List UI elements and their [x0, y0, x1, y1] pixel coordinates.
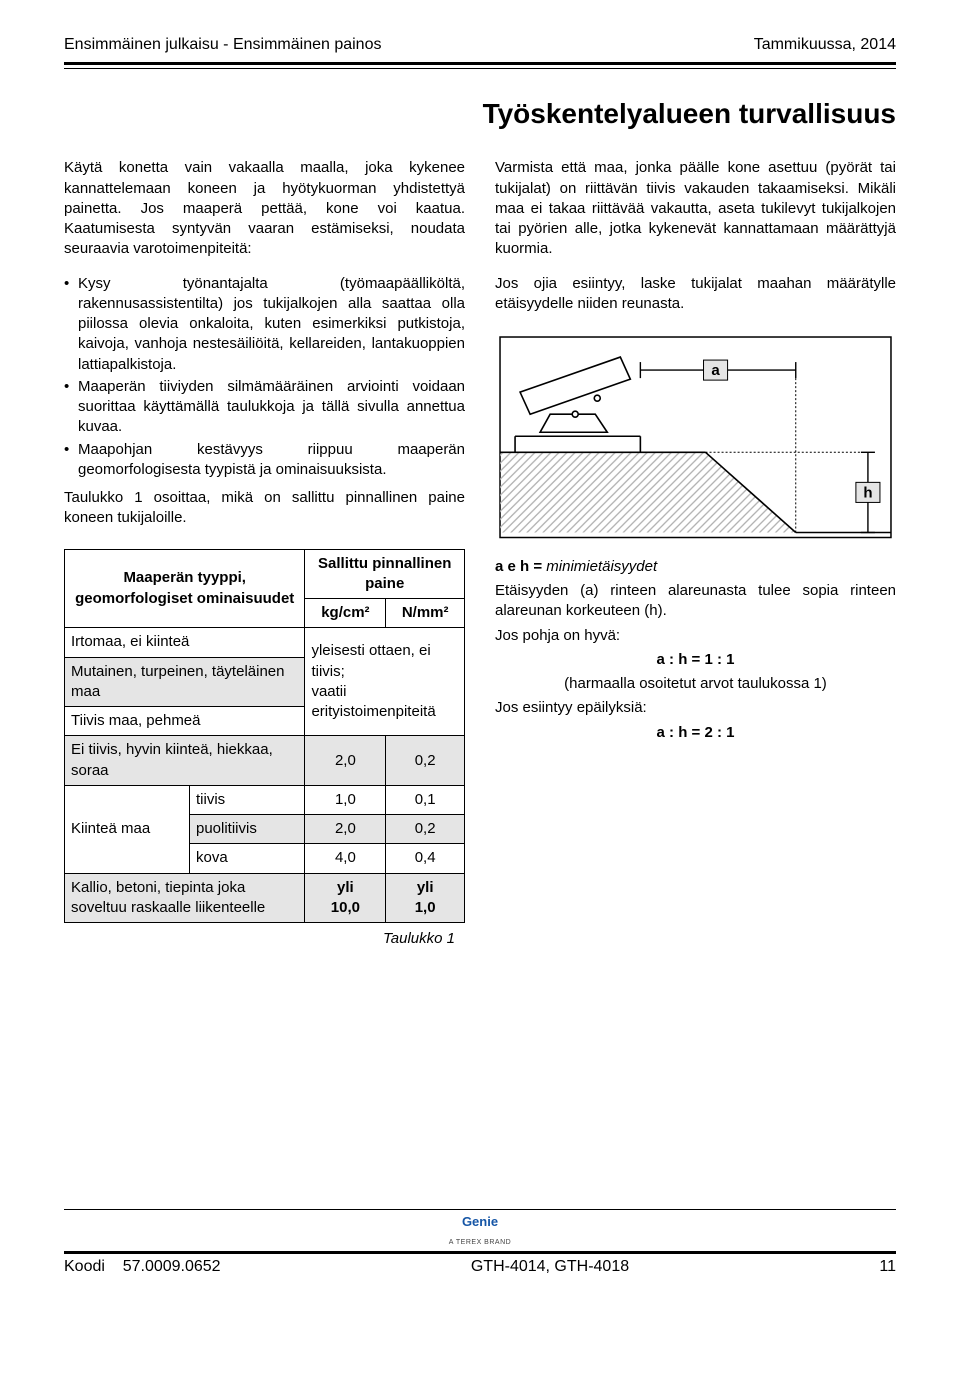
footer-page-number: 11: [879, 1256, 896, 1278]
list-item: Maapohjan kestävyys riippuu maaperän geo…: [64, 440, 465, 481]
brand-name: Genie: [462, 1214, 498, 1229]
header-left: Ensimmäinen julkaisu - Ensimmäinen paino…: [64, 34, 381, 56]
page-root: Ensimmäinen julkaisu - Ensimmäinen paino…: [0, 0, 960, 1302]
table-val: 2,0: [305, 736, 386, 786]
footer-rule-1: [64, 1209, 896, 1210]
fig-caption-bold: a e h =: [495, 558, 546, 575]
table-row: Kallio, betoni, tiepinta joka soveltuu r…: [65, 873, 305, 923]
svg-text:a: a: [711, 362, 720, 379]
right-p3: Etäisyyden (a) rinteen alareunasta tulee…: [495, 581, 896, 622]
table-caption: Taulukko 1: [64, 929, 465, 949]
page-title: Työskentelyalueen turvallisuus: [64, 95, 896, 133]
distance-diagram-icon: a h: [495, 332, 896, 543]
table-row: Ei tiivis, hyvin kiinteä, hiekkaa, soraa: [65, 736, 305, 786]
bullet-list: Kysy työnantajalta (työmaapäälliköltä, r…: [64, 274, 465, 481]
header-right: Tammikuussa, 2014: [754, 34, 896, 56]
svg-text:h: h: [863, 485, 872, 502]
list-item: Kysy työnantajalta (työmaapäälliköltä, r…: [64, 274, 465, 375]
table-header-pressure: Sallittu pinnallinen paine: [305, 549, 465, 599]
right-p1: Varmista että maa, jonka päälle kone ase…: [495, 158, 896, 259]
table-row: Irtomaa, ei kiinteä: [65, 628, 305, 657]
right-p4: Jos pohja on hyvä:: [495, 626, 896, 646]
ratio-2: a : h = 2 : 1: [495, 723, 896, 743]
table-row-label: Kiinteä maa: [65, 785, 190, 873]
intro-paragraph: Käytä konetta vain vakaalla maalla, joka…: [64, 158, 465, 259]
table-val: yli 1,0: [386, 873, 465, 923]
figure: a h: [495, 332, 896, 549]
fig-caption-italic: minimietäisyydet: [546, 558, 657, 575]
page-header: Ensimmäinen julkaisu - Ensimmäinen paino…: [64, 34, 896, 56]
footer-rule-2: [64, 1251, 896, 1254]
table-subrow: kova: [189, 844, 304, 873]
table-span-value: yleisesti ottaen, ei tiivis; vaatii erit…: [305, 628, 465, 736]
footer-center: GTH-4014, GTH-4018: [471, 1256, 629, 1278]
table-val: yli 10,0: [305, 873, 386, 923]
right-column: Varmista että maa, jonka päälle kone ase…: [495, 158, 896, 949]
table-val: 2,0: [305, 815, 386, 844]
header-rule-thin: [64, 68, 896, 69]
table-row: Tiivis maa, pehmeä: [65, 707, 305, 736]
table-subrow: puolitiivis: [189, 815, 304, 844]
table-val: 0,2: [386, 815, 465, 844]
brand-sub: A TEREX BRAND: [449, 1239, 511, 1246]
footer-left-val: 57.0009.0652: [123, 1258, 221, 1275]
list-item: Maaperän tiiviyden silmämääräinen arvioi…: [64, 377, 465, 438]
right-p5: Jos esiintyy epäilyksiä:: [495, 698, 896, 718]
table-val: 0,1: [386, 785, 465, 814]
header-rule-thick: [64, 62, 896, 65]
table-subrow: tiivis: [189, 785, 304, 814]
left-column: Käytä konetta vain vakaalla maalla, joka…: [64, 158, 465, 949]
content-columns: Käytä konetta vain vakaalla maalla, joka…: [64, 158, 896, 949]
brand-logo: Genie A TEREX BRAND: [64, 1213, 896, 1248]
figure-caption: a e h = minimietäisyydet: [495, 557, 896, 577]
table-val: 1,0: [305, 785, 386, 814]
unit-nmm2: N/mm²: [386, 599, 465, 628]
table-row: Mutainen, turpeinen, täyteläinen maa: [65, 657, 305, 707]
right-p2: Jos ojia esiintyy, laske tukijalat maaha…: [495, 274, 896, 315]
ratio-1: a : h = 1 : 1: [495, 650, 896, 670]
footer-left: Koodi 57.0009.0652: [64, 1256, 221, 1278]
table-val: 4,0: [305, 844, 386, 873]
unit-kgcm2: kg/cm²: [305, 599, 386, 628]
page-footer: Genie A TEREX BRAND Koodi 57.0009.0652 G…: [64, 1209, 896, 1278]
ratio-paren: (harmaalla osoitetut arvot taulukossa 1): [495, 674, 896, 694]
footer-left-label: Koodi: [64, 1258, 105, 1275]
soil-table: Maaperän tyyppi, geomorfologiset ominais…: [64, 549, 465, 924]
after-list-paragraph: Taulukko 1 osoittaa, mikä on sallittu pi…: [64, 488, 465, 529]
table-val: 0,4: [386, 844, 465, 873]
footer-row: Koodi 57.0009.0652 GTH-4014, GTH-4018 11: [64, 1256, 896, 1278]
table-val: 0,2: [386, 736, 465, 786]
table-header-type: Maaperän tyyppi, geomorfologiset ominais…: [65, 549, 305, 628]
